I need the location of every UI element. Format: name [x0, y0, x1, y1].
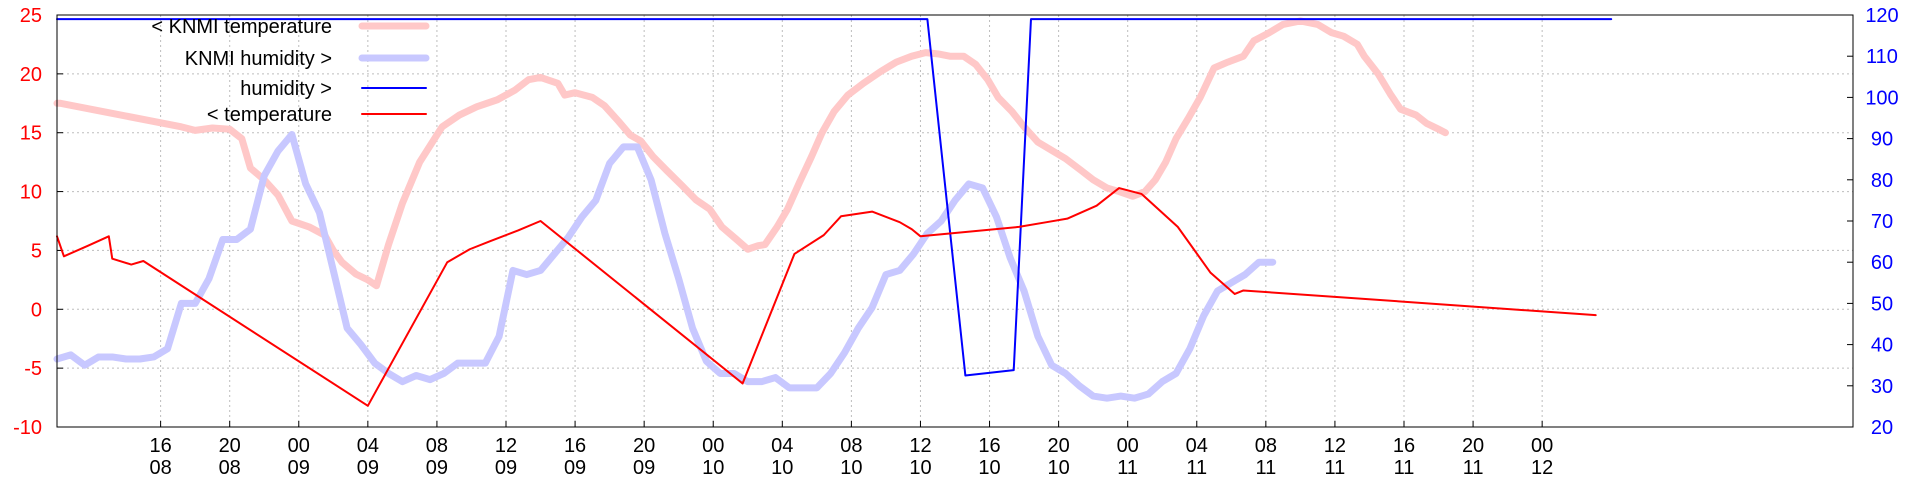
x-tick-label-day: 09 — [564, 457, 586, 479]
x-tick-label-hour: 04 — [357, 435, 379, 457]
x-tick-label-hour: 12 — [1324, 435, 1346, 457]
x-tick-label-hour: 16 — [978, 435, 1000, 457]
x-tick-label-day: 10 — [978, 457, 1000, 479]
x-tick-label-hour: 16 — [149, 435, 171, 457]
y-right-tick-label: 50 — [1871, 293, 1893, 315]
y-right-tick-label: 20 — [1871, 417, 1893, 439]
x-tick-label-day: 10 — [909, 457, 931, 479]
y-right-tick-label: 120 — [1865, 5, 1898, 27]
plot-frame — [56, 14, 1854, 428]
x-tick-label-day: 09 — [426, 457, 448, 479]
x-tick-label-day: 11 — [1117, 457, 1138, 479]
x-tick-label-day: 11 — [1186, 457, 1207, 479]
x-tick-label-hour: 00 — [1531, 435, 1553, 457]
x-tick-label-hour: 20 — [633, 435, 655, 457]
legend-label: < temperature — [207, 104, 332, 126]
x-tick-label-day: 09 — [288, 457, 310, 479]
x-tick-label-hour: 08 — [1255, 435, 1277, 457]
x-tick-label-day: 10 — [1047, 457, 1069, 479]
x-tick-label-day: 08 — [149, 457, 171, 479]
y-right-tick-label: 110 — [1866, 46, 1898, 68]
y-left-tick-label: -10 — [13, 417, 42, 439]
y-right-tick-label: 70 — [1871, 211, 1893, 233]
x-tick-label-hour: 12 — [495, 435, 517, 457]
y-right-tick-label: 80 — [1871, 170, 1893, 192]
x-tick-label-day: 11 — [1325, 457, 1346, 479]
series-line-knmi-humidity — [53, 130, 1277, 402]
y-right-tick-label: 30 — [1871, 376, 1893, 398]
y-right-tick-label: 90 — [1871, 129, 1893, 151]
x-tick-label-hour: 04 — [771, 435, 793, 457]
series-line-knmi-temperature — [53, 17, 1449, 290]
y-left-tick-label: 20 — [20, 64, 42, 86]
x-tick-label-hour: 20 — [1047, 435, 1069, 457]
y-left-tick-label: 0 — [31, 299, 42, 321]
y-left-tick-label: 15 — [20, 123, 42, 145]
x-tick-label-day: 09 — [633, 457, 655, 479]
x-tick-label-hour: 00 — [702, 435, 724, 457]
legend-label: KNMI humidity > — [185, 48, 332, 70]
series-line-temperature — [56, 187, 1597, 407]
legend-label: < KNMI temperature — [151, 16, 332, 38]
y-left-tick-label: 25 — [20, 5, 42, 27]
legend-label: humidity > — [240, 78, 332, 100]
x-tick-label-hour: 16 — [564, 435, 586, 457]
x-tick-label-hour: 08 — [426, 435, 448, 457]
x-tick-label-day: 10 — [840, 457, 862, 479]
x-tick-label-hour: 12 — [909, 435, 931, 457]
x-tick-label-day: 11 — [1394, 457, 1415, 479]
x-tick-label-hour: 00 — [1117, 435, 1139, 457]
x-tick-label-hour: 20 — [219, 435, 241, 457]
y-left-tick-label: 10 — [20, 182, 42, 204]
x-tick-label-hour: 04 — [1186, 435, 1208, 457]
y-right-tick-label: 100 — [1865, 87, 1898, 109]
series-line-humidity — [56, 18, 1613, 377]
x-tick-label-day: 10 — [702, 457, 724, 479]
x-tick-label-hour: 08 — [840, 435, 862, 457]
x-tick-label-day: 11 — [1463, 457, 1484, 479]
x-tick-label-day: 12 — [1531, 457, 1553, 479]
y-left-tick-label: -5 — [24, 358, 42, 380]
y-right-tick-label: 60 — [1871, 252, 1893, 274]
x-tick-label-hour: 16 — [1393, 435, 1415, 457]
x-tick-label-day: 09 — [357, 457, 379, 479]
y-right-tick-label: 40 — [1871, 335, 1893, 357]
y-left-tick-label: 5 — [31, 240, 42, 262]
x-tick-label-hour: 20 — [1462, 435, 1484, 457]
x-tick-label-day: 09 — [495, 457, 517, 479]
x-tick-label-day: 10 — [771, 457, 793, 479]
x-tick-label-day: 11 — [1255, 457, 1276, 479]
x-tick-label-day: 08 — [219, 457, 241, 479]
x-tick-label-hour: 00 — [288, 435, 310, 457]
